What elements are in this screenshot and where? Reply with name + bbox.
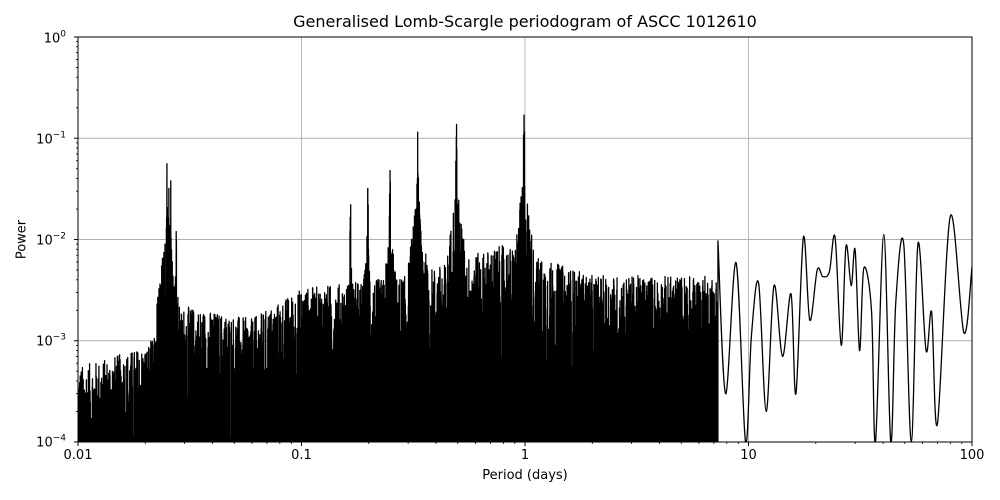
x-tick-label: 10: [740, 448, 757, 463]
chart-title: Generalised Lomb-Scargle periodogram of …: [293, 12, 757, 31]
x-tick-label: 100: [959, 448, 985, 463]
x-tick-label: 0.1: [291, 448, 312, 463]
y-tick-label: 10−3: [36, 332, 66, 350]
power-curve: [78, 114, 972, 442]
x-axis-label: Period (days): [482, 468, 568, 483]
y-tick-label: 10−1: [36, 130, 66, 148]
axis-ticks: [74, 36, 973, 446]
x-tick-label: 0.01: [63, 448, 93, 463]
y-tick-label: 100: [43, 29, 66, 47]
y-tick-label: 10−2: [36, 231, 66, 249]
x-tick-label: 1: [520, 448, 530, 463]
y-tick-label: 10−4: [36, 433, 66, 451]
